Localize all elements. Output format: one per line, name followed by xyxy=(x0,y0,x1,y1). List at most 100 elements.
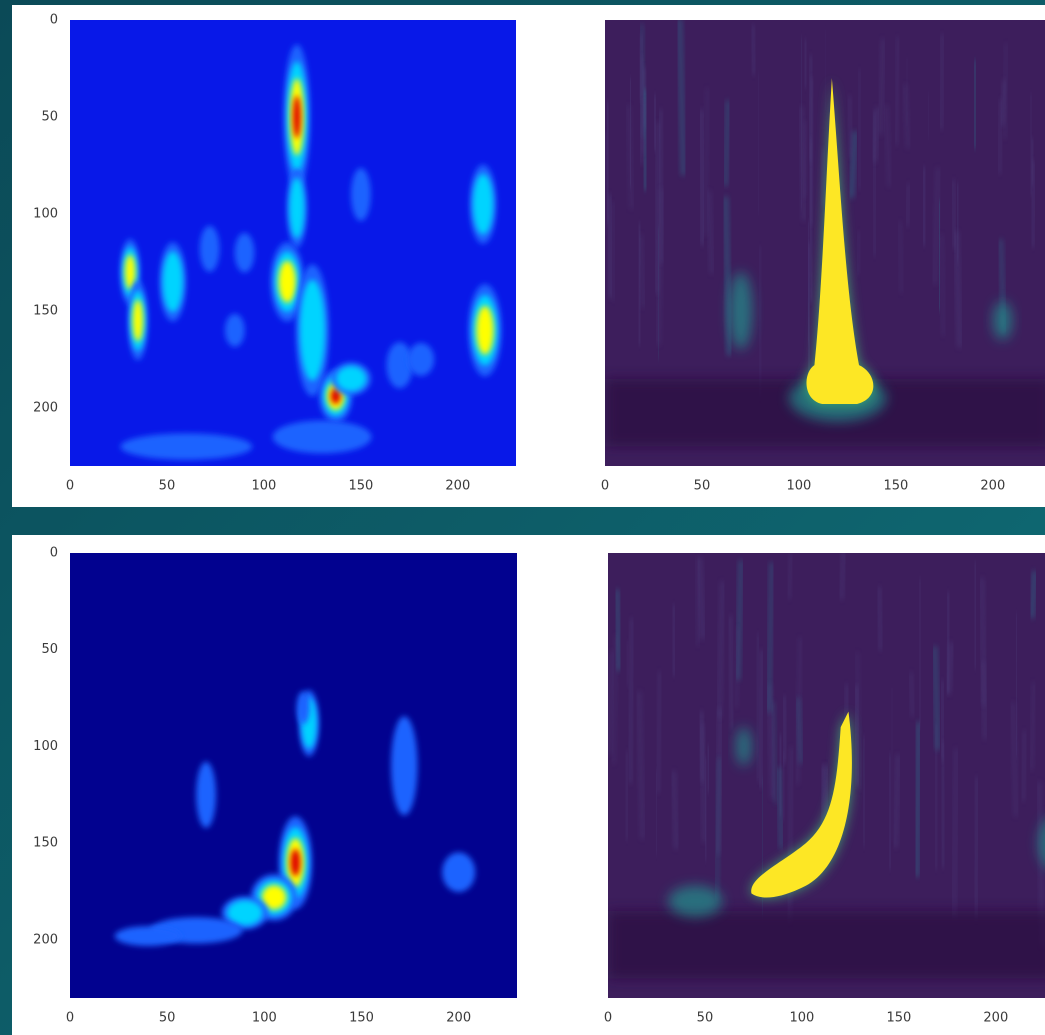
image-plot xyxy=(70,20,516,466)
image-background xyxy=(70,553,517,998)
streak xyxy=(952,748,959,919)
heat-blob xyxy=(407,342,435,376)
dark-band xyxy=(608,910,1045,979)
streak xyxy=(735,626,740,708)
heat-blob xyxy=(386,342,413,389)
streak xyxy=(703,87,709,236)
streak xyxy=(893,754,901,849)
streak xyxy=(887,753,893,870)
streak xyxy=(758,246,762,398)
heat-blob xyxy=(132,299,144,342)
streak xyxy=(1011,702,1018,817)
streak xyxy=(803,39,808,89)
x-tick-label: 50 xyxy=(159,1011,176,1026)
streak xyxy=(940,234,946,337)
y-tick-label: 100 xyxy=(33,206,58,221)
x-tick-label: 50 xyxy=(694,479,711,494)
streak xyxy=(855,652,862,790)
streak xyxy=(876,586,884,651)
x-tick-label: 200 xyxy=(980,479,1005,494)
image-plot xyxy=(605,20,1045,466)
heat-blob xyxy=(330,388,341,404)
streak xyxy=(955,182,961,264)
streak xyxy=(717,580,725,719)
streak xyxy=(723,196,732,356)
heat-blob xyxy=(234,232,255,273)
x-tick-label: 150 xyxy=(883,479,908,494)
streak xyxy=(884,105,891,187)
heat-blob xyxy=(290,848,301,877)
streak xyxy=(939,33,945,130)
streak xyxy=(652,94,658,152)
streak xyxy=(973,561,978,670)
streak xyxy=(934,724,939,870)
x-tick-label: 150 xyxy=(349,1011,374,1026)
streak xyxy=(656,670,662,794)
streak xyxy=(1030,681,1036,771)
streak xyxy=(777,767,784,849)
streak xyxy=(767,562,774,713)
streak xyxy=(628,618,635,784)
halo xyxy=(992,301,1013,340)
streak xyxy=(853,684,860,787)
heat-blob xyxy=(350,168,371,221)
streak xyxy=(932,645,941,751)
x-tick-label: 100 xyxy=(789,1011,814,1026)
x-tick-label: 0 xyxy=(66,1011,74,1026)
x-tick-label: 100 xyxy=(251,479,276,494)
heat-blob xyxy=(114,926,181,946)
heat-blob xyxy=(272,420,372,454)
heat-blob xyxy=(293,95,301,139)
x-tick-label: 200 xyxy=(446,1011,471,1026)
streak xyxy=(1029,570,1038,619)
streak xyxy=(715,757,721,900)
streak xyxy=(781,695,788,764)
halo xyxy=(729,272,753,350)
streak xyxy=(658,109,664,264)
y-tick-label: 100 xyxy=(33,739,58,754)
streak xyxy=(756,633,760,782)
streak xyxy=(808,76,814,225)
streak xyxy=(979,577,987,706)
heat-blob xyxy=(196,761,216,828)
streak xyxy=(914,721,922,878)
streak xyxy=(787,553,793,600)
streak xyxy=(698,109,706,246)
streak xyxy=(1021,730,1027,802)
streak xyxy=(637,691,645,840)
streak xyxy=(972,59,978,149)
streak xyxy=(624,750,629,841)
halo xyxy=(1038,821,1045,866)
heat-blob xyxy=(261,885,287,910)
streak xyxy=(611,201,616,302)
streak xyxy=(614,588,622,672)
streak xyxy=(1030,159,1036,248)
x-tick-label: 150 xyxy=(348,479,373,494)
streak xyxy=(862,735,866,848)
streak xyxy=(612,634,618,765)
x-tick-label: 150 xyxy=(886,1011,911,1026)
heat-blob xyxy=(227,900,263,926)
streak xyxy=(639,234,645,309)
streak xyxy=(940,741,946,869)
streak xyxy=(951,179,957,250)
streak xyxy=(671,604,677,677)
y-tick-label: 200 xyxy=(33,932,58,947)
streak xyxy=(677,20,686,176)
heat-blob xyxy=(299,279,325,381)
streak xyxy=(945,591,951,694)
halo xyxy=(668,885,723,917)
streak xyxy=(728,614,734,730)
streak xyxy=(973,776,979,920)
streak xyxy=(758,649,764,789)
heat-blob xyxy=(278,260,296,303)
streak xyxy=(796,697,803,764)
x-tick-label: 200 xyxy=(983,1011,1008,1026)
x-tick-label: 100 xyxy=(786,479,811,494)
streak xyxy=(723,100,731,187)
streak xyxy=(819,148,826,207)
y-tick-label: 150 xyxy=(33,836,58,851)
streak xyxy=(856,231,861,276)
streak xyxy=(940,679,946,762)
heat-blob xyxy=(476,305,494,355)
